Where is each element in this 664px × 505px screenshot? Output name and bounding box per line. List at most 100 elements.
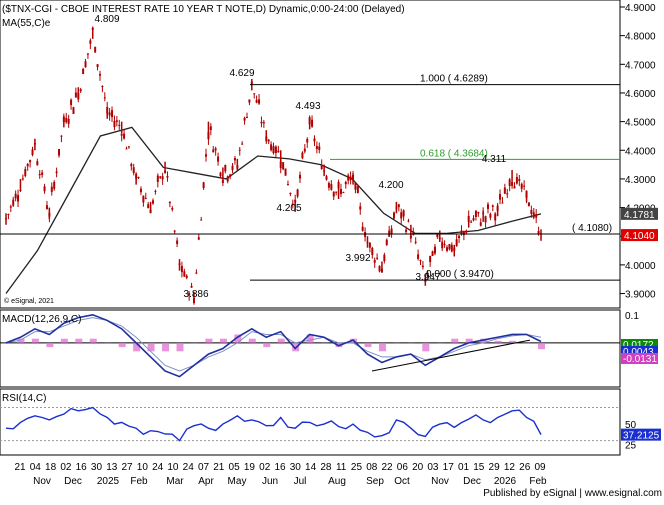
candle-body bbox=[74, 92, 77, 98]
rsi-layer: 50 25 bbox=[0, 406, 637, 452]
candle-body bbox=[120, 133, 123, 136]
candle-body bbox=[190, 285, 193, 288]
candle-body bbox=[123, 133, 126, 139]
candle-body bbox=[443, 244, 446, 246]
candle-body bbox=[101, 85, 104, 88]
macd-tag-text: -0.0131 bbox=[623, 354, 657, 365]
candle-body bbox=[494, 213, 497, 221]
axis-layer: 4.9000 4.8000 4.7000 4.6000 4.5000 4.4000 4.30… bbox=[14, 3, 656, 487]
price-tag-bg bbox=[621, 207, 658, 220]
candle-body bbox=[414, 241, 417, 243]
candle-body bbox=[156, 175, 159, 182]
copyright-text: © eSignal, 2021 bbox=[4, 297, 54, 305]
x-day-label: 14 bbox=[305, 462, 317, 473]
candle-body bbox=[115, 120, 118, 122]
candle-body bbox=[245, 116, 248, 118]
candle-body bbox=[400, 212, 403, 219]
candle-body bbox=[188, 293, 191, 296]
candle-body bbox=[378, 265, 381, 272]
candle-body bbox=[142, 195, 145, 203]
candle-body bbox=[200, 219, 203, 221]
candle-body bbox=[320, 164, 323, 170]
macd-histogram-bar bbox=[248, 338, 256, 343]
candle-body bbox=[205, 154, 208, 157]
x-day-label: 25 bbox=[351, 462, 363, 473]
candle-body bbox=[446, 247, 449, 251]
candle-body bbox=[315, 146, 318, 150]
x-day-label: 06 bbox=[397, 462, 409, 473]
candle-body bbox=[21, 178, 24, 180]
candle-body bbox=[98, 73, 101, 76]
macd-tag-bg bbox=[621, 353, 658, 364]
price-annotation: 3.992 bbox=[345, 253, 370, 264]
candle-body bbox=[291, 203, 294, 205]
candle-body bbox=[82, 68, 85, 75]
candle-body bbox=[330, 184, 333, 190]
macd-histogram-bar bbox=[321, 342, 329, 344]
candle-body bbox=[159, 176, 162, 178]
macd-line bbox=[5, 313, 542, 378]
candle-body bbox=[176, 240, 179, 244]
macd-histogram-bar bbox=[523, 342, 531, 344]
candle-body bbox=[518, 179, 521, 181]
x-day-label: 22 bbox=[381, 462, 393, 473]
candle-body bbox=[359, 206, 362, 210]
x-day-label: 11 bbox=[336, 462, 347, 473]
candle-body bbox=[279, 161, 282, 169]
x-month-label: Apr bbox=[198, 476, 214, 487]
x-day-label: 24 bbox=[183, 462, 195, 473]
macd-histogram-bar bbox=[364, 342, 372, 348]
candle-body bbox=[221, 179, 224, 184]
candle-body bbox=[26, 163, 29, 167]
macd-histogram-bar bbox=[509, 340, 517, 343]
candle-body bbox=[209, 126, 212, 130]
candle-body bbox=[113, 121, 116, 128]
candle-body bbox=[532, 212, 535, 218]
macd-layer: 0.10 bbox=[0, 311, 639, 378]
published-text: Published by eSignal | www.esignal.com bbox=[483, 488, 662, 499]
x-day-label: 10 bbox=[167, 462, 179, 473]
macd-pane[interactable] bbox=[0, 309, 621, 388]
price-pane[interactable] bbox=[0, 0, 621, 309]
macd-histogram-bar bbox=[378, 342, 386, 352]
candle-body bbox=[130, 164, 133, 167]
x-month-label: Aug bbox=[328, 476, 346, 487]
candle-body bbox=[111, 110, 114, 118]
x-month-label: Dec bbox=[463, 476, 481, 487]
candle-body bbox=[520, 183, 523, 189]
candle-body bbox=[530, 209, 533, 214]
candle-body bbox=[212, 149, 215, 153]
candle-body bbox=[465, 230, 468, 233]
candle-body bbox=[313, 138, 316, 142]
candle-body bbox=[147, 204, 150, 209]
ma-layer bbox=[5, 126, 542, 294]
price-tick-label: 4.6000 bbox=[625, 89, 656, 100]
candle-body bbox=[243, 117, 246, 121]
macd-histogram-bar bbox=[407, 342, 415, 344]
candle-body bbox=[43, 186, 46, 192]
x-month-label: Nov bbox=[431, 476, 449, 487]
ma-line bbox=[5, 126, 542, 294]
rsi-tick-label: 25 bbox=[625, 441, 637, 452]
candle-body bbox=[284, 168, 287, 176]
candle-body bbox=[347, 175, 350, 181]
candle-body bbox=[455, 239, 458, 247]
candle-body bbox=[356, 186, 359, 194]
macd-histogram-bar bbox=[465, 338, 473, 343]
candle-body bbox=[241, 143, 244, 145]
candle-body bbox=[296, 189, 299, 197]
candle-body bbox=[7, 214, 10, 216]
x-month-label: 2026 bbox=[494, 476, 517, 487]
rsi-tag-bg bbox=[621, 428, 661, 441]
x-month-label: Mar bbox=[166, 476, 184, 487]
candle-body bbox=[491, 205, 494, 207]
x-day-label: 02 bbox=[60, 462, 72, 473]
candle-body bbox=[376, 257, 379, 259]
x-day-label: 16 bbox=[76, 462, 88, 473]
macd-histogram-bar bbox=[118, 342, 126, 348]
candle-body bbox=[474, 210, 477, 217]
levels-layer: 1.000 ( 4.6289) 0.618 ( 4.3684) 0.000 ( 3.… bbox=[0, 74, 620, 281]
candle-body bbox=[344, 181, 347, 185]
macd-trend-line bbox=[371, 339, 531, 372]
